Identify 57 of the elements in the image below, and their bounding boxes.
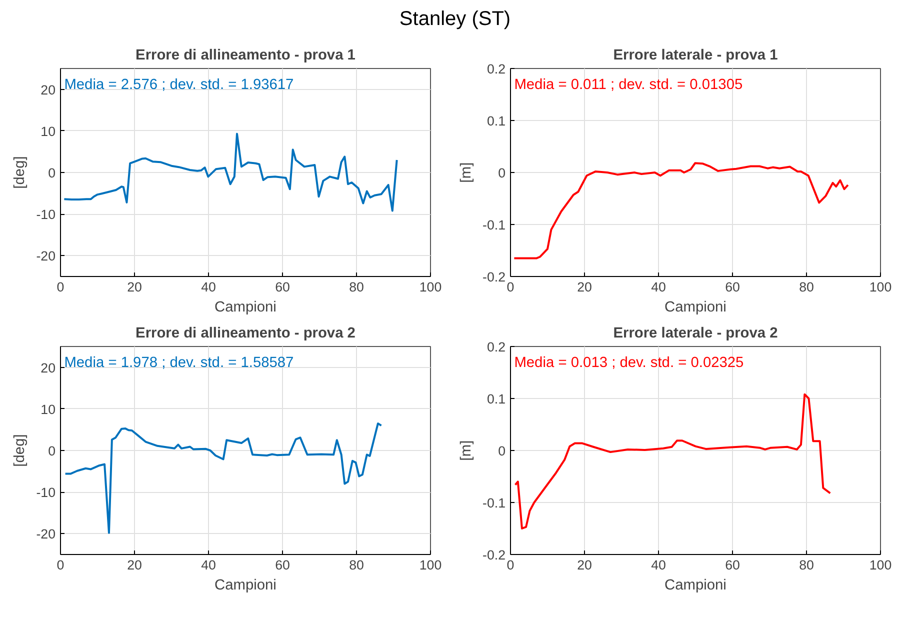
chart-title: Errore laterale - prova 2 [613, 326, 778, 342]
x-tick-label: 80 [349, 280, 364, 294]
y-axis-title: [deg] [12, 156, 28, 189]
y-tick-label: -10 [36, 485, 56, 500]
y-tick-label: -0.2 [482, 270, 506, 284]
x-tick-label: 80 [349, 558, 364, 572]
x-axis-title: Campioni [214, 578, 276, 594]
y-tick-label: 0.1 [486, 392, 506, 406]
y-tick-label: 0 [48, 166, 56, 180]
y-tick-label: 0 [498, 444, 506, 458]
text: Media = 2.576 ; dev. std. = 1.93617 [64, 77, 294, 94]
x-tick-label: 20 [577, 280, 592, 294]
x-tick-label: 100 [869, 280, 892, 294]
y-tick-label: -20 [36, 248, 56, 264]
y-tick-label: 0.1 [486, 114, 506, 128]
x-tick-label: 60 [725, 280, 740, 294]
y-tick-label: -20 [36, 526, 56, 542]
y-tick-label: -0.2 [482, 548, 506, 562]
y-tick-label: 0.2 [486, 340, 506, 354]
y-tick-label: -0.1 [482, 496, 506, 510]
y-tick-label: 0.2 [486, 62, 506, 76]
y-axis-title: [deg] [12, 434, 28, 467]
x-tick-label: 20 [127, 280, 142, 294]
chart-title: Errore di allineamento - prova 2 [136, 326, 356, 342]
y-tick-label: 10 [40, 402, 56, 417]
x-tick-label: 60 [275, 558, 290, 572]
x-axis-title: Campioni [214, 300, 276, 316]
x-tick-label: 80 [799, 280, 814, 294]
chart-title: Errore di allineamento - prova 1 [136, 48, 356, 64]
x-tick-label: 40 [201, 558, 216, 572]
x-tick-label: 100 [869, 558, 892, 572]
x-tick-label: 60 [725, 558, 740, 572]
x-tick-label: 20 [577, 558, 592, 572]
y-tick-label: 20 [40, 82, 56, 98]
chart-title: Errore laterale - prova 1 [613, 48, 778, 64]
text: Media = 1.978 ; dev. std. = 1.58587 [64, 355, 294, 372]
x-tick-label: 40 [651, 558, 666, 572]
x-tick-label: 60 [275, 280, 290, 294]
x-tick-label: 40 [651, 280, 666, 294]
y-tick-label: -10 [36, 207, 56, 222]
y-tick-label: 0 [48, 444, 56, 458]
y-axis-title: [m] [458, 440, 475, 461]
x-tick-label: 100 [419, 558, 442, 572]
x-tick-label: 40 [201, 280, 216, 294]
text: Media = 0.011 ; dev. std. = 0.01305 [514, 77, 743, 94]
text: Media = 0.013 ; dev. std. = 0.02325 [514, 355, 744, 372]
y-tick-label: 10 [40, 124, 56, 139]
y-tick-label: 0 [498, 166, 506, 180]
x-tick-label: 100 [419, 280, 442, 294]
x-axis-title: Campioni [664, 300, 726, 316]
y-tick-label: -0.1 [482, 218, 506, 232]
y-tick-label: 20 [40, 360, 56, 376]
text: Stanley (ST) [398, 7, 512, 32]
x-tick-label: 20 [127, 558, 142, 572]
x-tick-label: 80 [799, 558, 814, 572]
y-axis-title: [m] [458, 162, 475, 183]
x-axis-title: Campioni [664, 578, 726, 594]
